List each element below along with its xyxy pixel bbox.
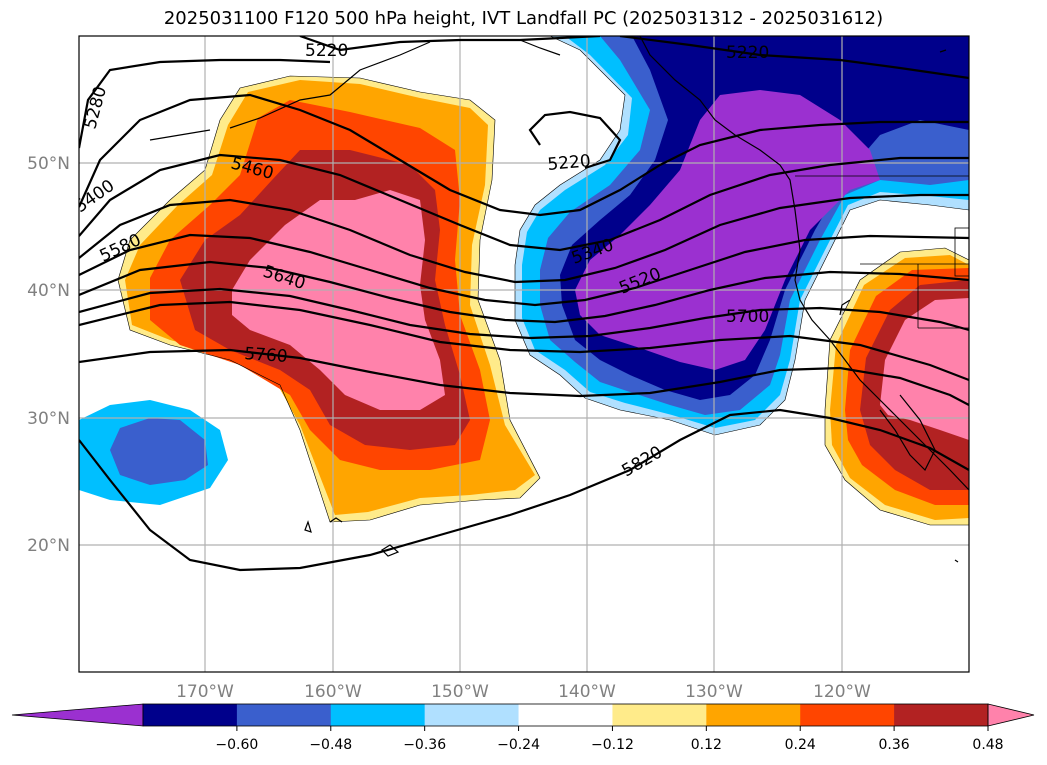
contour-label: 5220 [305, 41, 348, 61]
colorbar-extension-high [987, 703, 1035, 727]
lat-tick-label: 30°N [27, 409, 70, 429]
colorbar-tick-label: −0.24 [497, 737, 540, 753]
lon-tick-label: 170°W [176, 682, 234, 702]
map-frame [78, 35, 970, 673]
lat-tick-label: 20°N [27, 536, 70, 556]
colorbar-segment [236, 704, 332, 726]
ivt-positive-west-4 [232, 190, 445, 410]
lon-tick-label: 120°W [813, 682, 871, 702]
contour-label: 5700 [726, 307, 769, 327]
height-contours [79, 36, 969, 572]
colorbar-extension-low [11, 703, 144, 727]
contour-label: 5760 [244, 344, 289, 367]
lon-tick-label: 160°W [304, 682, 362, 702]
ivt-negative-north-4 [575, 90, 880, 370]
coastlines [149, 36, 969, 563]
lon-tick-labels: 170°W 160°W 150°W 140°W 130°W 120°W [176, 682, 871, 702]
colorbar-tick-label: −0.12 [591, 737, 634, 753]
colorbar-segment [706, 704, 801, 726]
colorbar-segment [330, 704, 426, 726]
colorbar: −0.60 −0.48 −0.36 −0.24 −0.12 0.12 0.24 0.36 0.4… [11, 703, 1035, 753]
colorbar-tick-label: 0.24 [785, 737, 816, 753]
colorbar-segment [424, 704, 520, 726]
colorbar-tick-label: 0.36 [879, 737, 910, 753]
lat-tick-labels: 50°N 40°N 30°N 20°N [27, 154, 70, 556]
colorbar-segment [800, 704, 895, 726]
lat-tick-label: 40°N [27, 281, 70, 301]
contour-label: 5220 [726, 43, 769, 63]
ivt-field: 5220 5280 5400 5460 5580 5640 5760 5220 … [79, 36, 969, 672]
colorbar-tick-label: −0.48 [309, 737, 352, 753]
colorbar-segment [894, 704, 989, 726]
ivt-zero-contour-east [824, 247, 969, 526]
ivt-positive-east-4 [880, 298, 969, 440]
lat-tick-label: 50°N [27, 154, 70, 174]
ivt-negative-sw-2 [110, 418, 208, 485]
plot-title: 2025031100 F120 500 hPa height, IVT Land… [163, 8, 884, 29]
lon-tick-label: 140°W [558, 682, 616, 702]
colorbar-tick-label: −0.36 [403, 737, 446, 753]
ivt-zero-contour-north [514, 36, 969, 436]
lon-tick-label: 130°W [685, 682, 743, 702]
colorbar-tick-label: 0.48 [972, 737, 1003, 753]
lon-tick-label: 150°W [431, 682, 489, 702]
colorbar-segment [612, 704, 707, 726]
colorbar-segment [518, 704, 613, 726]
colorbar-segment [143, 704, 238, 726]
ivt-zero-contour-west [117, 75, 541, 523]
contour-label: 5220 [547, 151, 592, 175]
colorbar-tick-label: −0.60 [215, 737, 258, 753]
colorbar-tick-label: 0.12 [691, 737, 722, 753]
colorbar-frame [142, 703, 989, 727]
